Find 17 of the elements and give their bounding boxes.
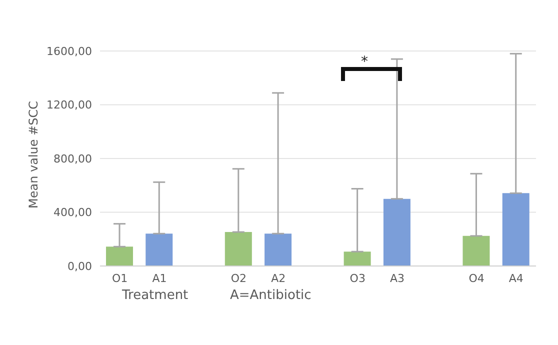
x-tick-label: A1 <box>152 272 167 285</box>
y-axis-title: Mean value #SCC <box>26 100 40 208</box>
x-axis-title: Treatment <box>122 288 188 303</box>
x-tick-label: O3 <box>350 272 366 285</box>
y-tick-label: 1200,00 <box>46 98 92 112</box>
y-tick-label: 400,00 <box>54 206 92 220</box>
annotation: * <box>361 54 368 70</box>
y-tick-label: 0,00 <box>68 260 92 273</box>
x-tick-label: O1 <box>112 272 128 285</box>
y-tick-label: 800,00 <box>54 152 92 166</box>
x-tick-label: A3 <box>390 272 405 285</box>
x-tick-label: O2 <box>230 272 247 285</box>
x-tick-label: O4 <box>468 272 484 285</box>
x-tick-label: A2 <box>271 272 286 285</box>
y-tick-label: 1600,00 <box>46 44 92 58</box>
text: A=Antibiotic <box>230 288 312 303</box>
x-tick-label: A4 <box>508 272 524 285</box>
